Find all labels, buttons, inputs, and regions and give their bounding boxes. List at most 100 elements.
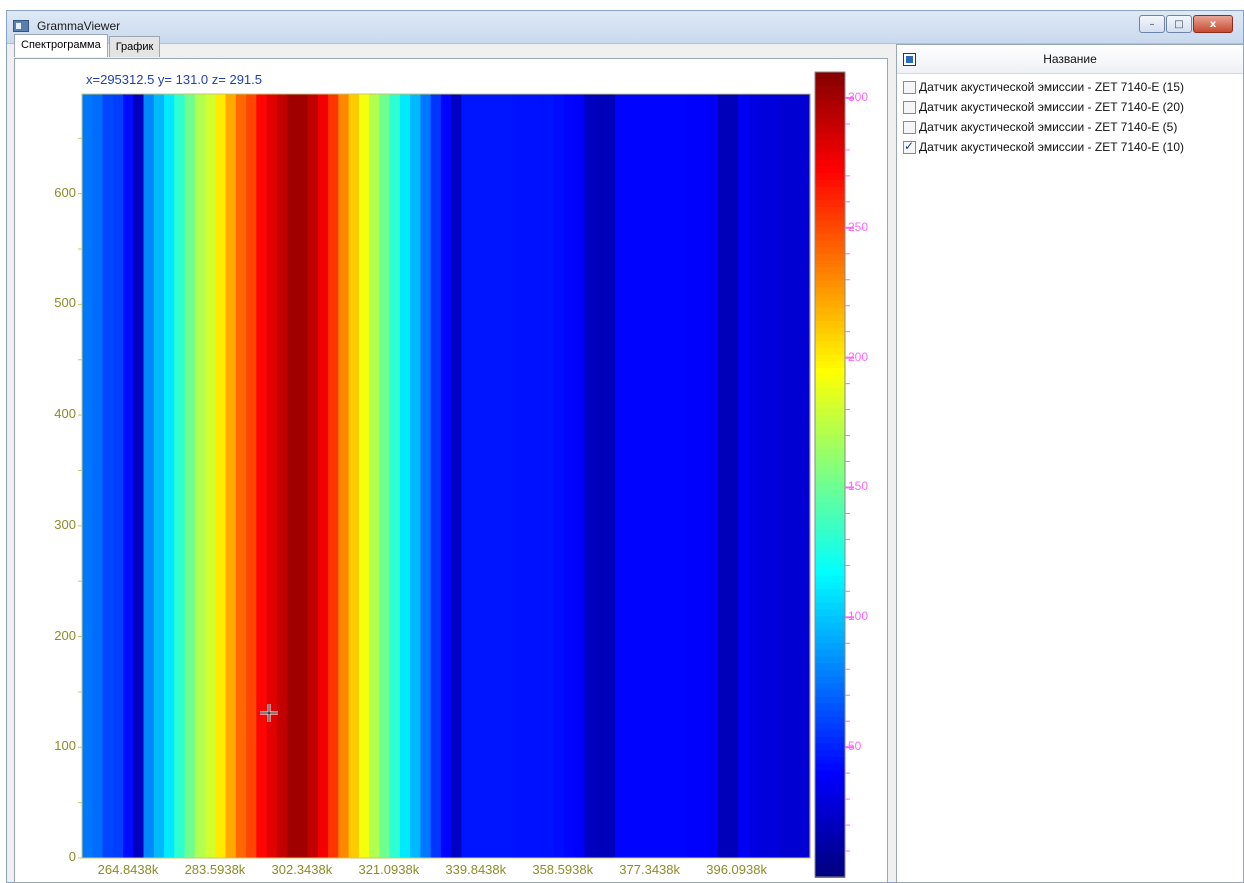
colorbar-segment: [815, 420, 845, 429]
list-item[interactable]: Датчик акустической эмиссии - ZET 7140-E…: [903, 117, 1177, 137]
colorbar-label: 100: [848, 609, 869, 624]
colorbar-segment: [815, 682, 845, 690]
heatmap-column: [512, 94, 524, 858]
tab-spectrogram[interactable]: Спектрограмма: [14, 34, 108, 57]
colorbar-segment: [815, 434, 845, 442]
colorbar-segment: [815, 145, 845, 154]
close-button[interactable]: x: [1193, 15, 1233, 33]
colorbar-segment: [815, 326, 845, 335]
heatmap-column: [440, 94, 452, 858]
column-title: Название: [1043, 52, 1097, 66]
colorbar-segment: [815, 226, 845, 234]
colorbar-segment: [815, 367, 845, 375]
item-label: Датчик акустической эмиссии - ZET 7140-E…: [919, 80, 1185, 94]
colorbar-segment: [815, 716, 845, 724]
colorbar-segment: [815, 407, 845, 415]
select-all-checkbox[interactable]: [903, 53, 916, 66]
heatmap-column: [276, 94, 288, 858]
colorbar-segment: [815, 769, 845, 778]
colorbar-segment: [815, 373, 845, 382]
heatmap-column: [717, 94, 729, 858]
colorbar-segment: [815, 508, 845, 516]
colorbar-segment: [815, 212, 845, 221]
colorbar-segment: [815, 628, 845, 637]
y-tick-label: 200: [54, 627, 76, 643]
colorbar-segment: [815, 669, 845, 677]
heatmap-column: [779, 94, 791, 858]
colorbar-segment: [815, 816, 845, 825]
heatmap-column: [502, 94, 514, 858]
heatmap-column: [594, 94, 606, 858]
colorbar-segment: [815, 192, 845, 201]
item-label: Датчик акустической эмиссии - ZET 7140-E…: [919, 140, 1185, 154]
colorbar-segment: [815, 796, 845, 805]
colorbar-segment: [815, 98, 845, 107]
colorbar-segment: [815, 534, 845, 543]
colorbar-label: 200: [848, 349, 869, 364]
colorbar-segment: [815, 461, 845, 469]
item-checkbox[interactable]: [903, 80, 916, 94]
heatmap-column: [574, 94, 586, 858]
heatmap-column: [194, 94, 206, 858]
colorbar-segment: [815, 313, 845, 322]
x-tick-label: 283.5938k: [184, 862, 246, 877]
heatmap-column: [471, 94, 483, 858]
colorbar-segment: [815, 689, 845, 697]
x-tick-label: 302.3438k: [271, 862, 333, 877]
colorbar-segment: [815, 454, 845, 462]
heatmap-column: [399, 94, 411, 858]
colorbar-segment: [815, 427, 845, 436]
list-item[interactable]: Датчик акустической эмиссии - ZET 7140-E…: [903, 97, 1184, 117]
colorbar-segment: [815, 776, 845, 784]
colorbar-segment: [815, 675, 845, 684]
colorbar-segment: [815, 387, 845, 395]
heatmap-column: [215, 94, 227, 858]
item-checkbox[interactable]: [903, 139, 916, 154]
heatmap-column: [133, 94, 145, 858]
list-header[interactable]: Название: [897, 45, 1243, 74]
colorbar-segment: [815, 414, 845, 422]
heatmap-column: [82, 94, 93, 858]
title-bar[interactable]: GrammaViewer – □ x: [7, 11, 1243, 44]
colorbar-segment: [815, 521, 845, 529]
list-item[interactable]: Датчик акустической эмиссии - ZET 7140-E…: [903, 137, 1184, 157]
item-label: Датчик акустической эмиссии - ZET 7140-E…: [919, 100, 1185, 114]
colorbar-segment: [815, 400, 845, 409]
tab-graph[interactable]: График: [108, 36, 161, 57]
colorbar-segment: [815, 300, 845, 308]
colorbar-segment: [815, 729, 845, 737]
colorbar-segment: [815, 306, 845, 315]
colorbar-segment: [815, 333, 845, 342]
colorbar-segment: [815, 112, 845, 120]
colorbar-segment: [815, 78, 845, 87]
heatmap-column: [430, 94, 442, 858]
heatmap-column: [235, 94, 247, 858]
colorbar-segment: [815, 863, 845, 872]
y-tick-label: 500: [54, 295, 76, 311]
item-checkbox[interactable]: [903, 100, 916, 114]
minimize-button[interactable]: –: [1139, 15, 1165, 33]
list-item[interactable]: Датчик акустической эмиссии - ZET 7140-E…: [903, 77, 1184, 97]
colorbar-segment: [815, 239, 845, 248]
item-checkbox[interactable]: [903, 120, 916, 134]
colorbar-segment: [815, 749, 845, 758]
colorbar-segment: [815, 581, 845, 590]
colorbar-segment: [815, 186, 845, 194]
heatmap-column: [164, 94, 175, 858]
heatmap-column: [225, 94, 237, 858]
heatmap-column: [758, 94, 770, 858]
colorbar-segment: [815, 266, 845, 275]
colorbar-segment: [815, 555, 845, 563]
heatmap-column: [379, 94, 391, 858]
colorbar-segment: [815, 380, 845, 389]
colorbar-label: 250: [848, 219, 869, 234]
maximize-button[interactable]: □: [1166, 15, 1192, 33]
colorbar-segment: [815, 648, 845, 657]
colorbar-segment: [815, 870, 845, 878]
colorbar-segment: [815, 528, 845, 536]
heatmap-column: [112, 94, 124, 858]
colorbar-segment: [815, 809, 845, 818]
y-tick-label: 300: [54, 516, 76, 532]
colorbar-segment: [815, 789, 845, 798]
